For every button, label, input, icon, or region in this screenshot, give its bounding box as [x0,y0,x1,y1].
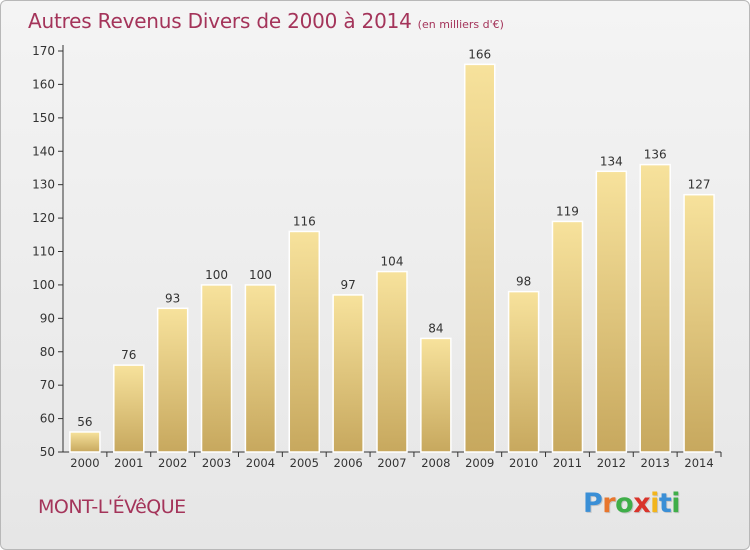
bar [595,170,628,453]
data-label: 98 [516,275,531,289]
data-label: 119 [556,204,579,218]
y-tick-label: 90 [40,311,55,325]
chart-subtitle: (en milliers d'€) [417,18,504,31]
y-tick-label: 140 [32,144,55,158]
x-tick-label: 2006 [333,456,362,470]
y-tick-label: 130 [32,178,55,192]
bar [288,230,321,453]
bar [639,163,671,453]
x-tick-label: 2000 [70,456,99,470]
y-tick-label: 60 [40,412,55,426]
bar [551,220,584,453]
x-tick-label: 2010 [509,456,538,470]
y-tick-label: 170 [32,44,55,58]
bar [244,284,277,453]
proxiti-logo: Proxiti [583,488,681,519]
x-tick-label: 2013 [641,456,670,470]
data-label: 76 [121,348,136,362]
data-label: 127 [688,178,711,192]
y-tick-label: 160 [32,77,55,91]
data-label: 134 [600,154,623,168]
bar [156,307,189,453]
bar [113,364,145,453]
y-tick-label: 100 [32,278,55,292]
x-tick-label: 2007 [377,456,406,470]
data-label: 84 [428,321,443,335]
data-labels: 56 76 93 100 100 116 97 104 84 166 98 119 134 136 127 [77,47,710,429]
y-tick-label: 120 [32,211,55,225]
logo-letter: t [658,488,672,519]
chart-title: Autres Revenus Divers de 2000 à 2014 [28,9,412,33]
data-label: 100 [249,268,272,282]
y-tick-label: 80 [40,345,55,359]
x-axis: 2000 2001 2002 2003 2004 2005 2006 2007 2008 2009… [63,451,722,470]
x-tick-label: 2012 [597,456,626,470]
logo-letter: i [671,488,681,519]
logo-letter: o [615,488,634,519]
y-tick-label: 150 [32,111,55,125]
x-tick-label: 2004 [246,456,275,470]
logo-letter: P [583,488,603,519]
city-name: MONT-L'ÉVêQUE [38,496,186,518]
bar [683,193,715,453]
data-label: 166 [468,47,491,61]
x-tick-label: 2002 [158,456,187,470]
x-tick-label: 2008 [421,456,450,470]
data-label: 116 [293,214,316,228]
data-label: 104 [381,255,404,269]
bar [332,294,364,453]
data-label: 97 [340,278,355,292]
logo-letter: r [602,488,616,519]
x-tick-label: 2003 [202,456,231,470]
x-tick-label: 2014 [684,456,713,470]
data-label: 100 [205,268,228,282]
logo-letter: x [633,488,651,519]
x-tick-label: 2011 [553,456,582,470]
x-tick-label: 2005 [290,456,319,470]
x-tick-label: 2001 [114,456,143,470]
y-tick-label: 70 [40,378,55,392]
y-axis: 50 60 70 80 90 100 110 120 130 140 150 160 170 [32,44,64,459]
chart-title-block: Autres Revenus Divers de 2000 à 2014 (en … [28,9,504,33]
bar [376,270,408,453]
bar [420,337,452,453]
bar [507,290,540,453]
data-label: 56 [77,415,92,429]
bar [463,63,496,453]
logo-letter: i [650,488,659,519]
y-tick-label: 50 [40,445,55,459]
bar [69,431,101,453]
bar [200,284,233,453]
bars [69,63,715,453]
x-tick-label: 2009 [465,456,494,470]
data-label: 136 [644,148,667,162]
y-tick-label: 110 [32,245,55,259]
data-label: 93 [165,291,180,305]
